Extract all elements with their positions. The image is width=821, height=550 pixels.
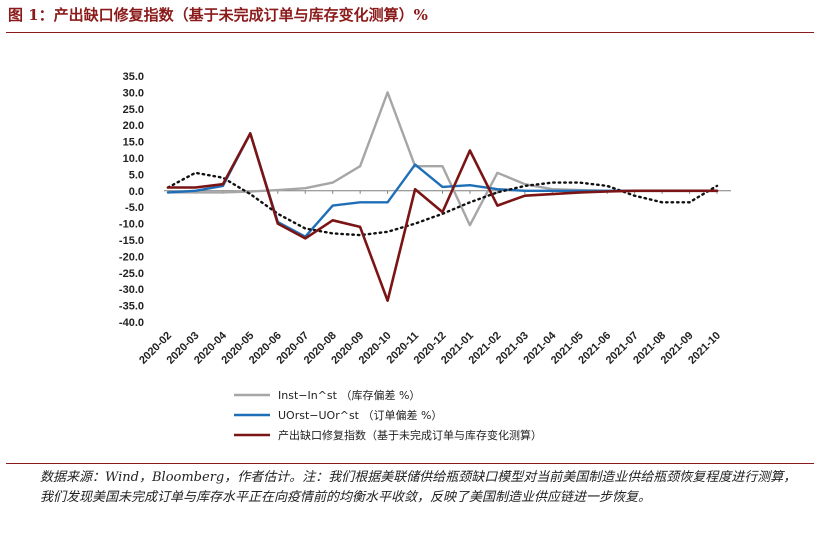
y-tick-label: -5.0 xyxy=(125,202,144,214)
series-line-2 xyxy=(166,132,719,303)
y-tick-label: 35.0 xyxy=(123,71,144,83)
y-tick-label: -15.0 xyxy=(119,235,144,247)
y-tick-label: -40.0 xyxy=(119,317,144,329)
chart-title: 图 1：产出缺口修复指数（基于未完成订单与库存变化测算）% xyxy=(8,6,428,24)
y-tick-label: 5.0 xyxy=(129,169,144,181)
legend-label-1: UOrst−UOr^st （订单偏差 %） xyxy=(278,408,442,422)
y-tick-label: -25.0 xyxy=(119,268,144,280)
y-tick-label: -35.0 xyxy=(119,301,144,313)
source-divider xyxy=(6,463,814,464)
y-tick-label: 10.0 xyxy=(123,153,144,165)
series-line-0 xyxy=(166,91,719,227)
title-divider xyxy=(6,32,814,33)
series-layer xyxy=(166,91,719,303)
y-tick-label: -30.0 xyxy=(119,284,144,296)
legend-label-2: 产出缺口修复指数（基于未完成订单与库存变化测算） xyxy=(278,428,542,442)
source-note: 数据来源：Wind，Bloomberg，作者估计。注：我们根据美联储供给瓶颈缺口… xyxy=(40,470,797,505)
y-tick-label: 30.0 xyxy=(123,87,144,99)
y-axis: 35.0 30.0 25.0 20.0 15.0 10.0 5.0 0.0 -5.0 -10.0 -… xyxy=(119,71,144,329)
legend: Inst−In^st （库存偏差 %） UOrst−UOr^st （订单偏差 %）… xyxy=(234,388,542,442)
y-tick-label: -20.0 xyxy=(119,251,144,263)
y-tick-label: 20.0 xyxy=(123,120,144,132)
series-line-3 xyxy=(166,171,719,237)
legend-label-0: Inst−In^st （库存偏差 %） xyxy=(278,388,420,402)
y-tick-label: 0.0 xyxy=(129,186,144,198)
y-tick-label: 15.0 xyxy=(123,137,144,149)
line-chart: 35.0 30.0 25.0 20.0 15.0 10.0 5.0 0.0 -5.0 -10.0 -… xyxy=(119,71,731,442)
series-line-1 xyxy=(166,132,719,238)
y-tick-label: -10.0 xyxy=(119,219,144,231)
y-tick-label: 25.0 xyxy=(123,104,144,116)
